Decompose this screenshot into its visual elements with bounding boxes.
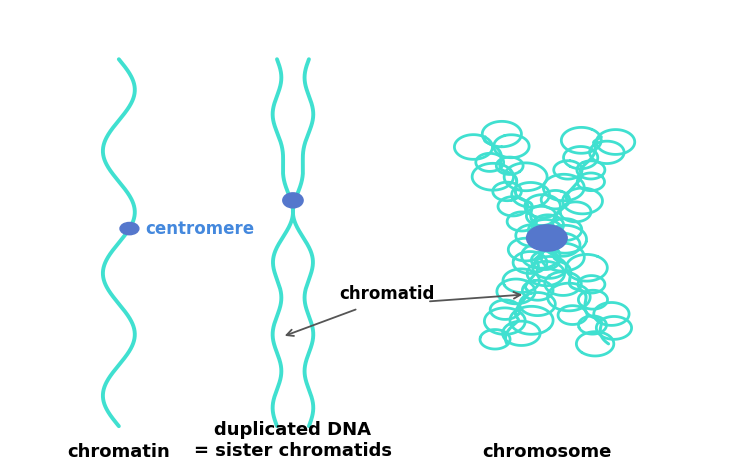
Circle shape <box>120 222 139 235</box>
Circle shape <box>526 225 567 251</box>
Text: chromatid: chromatid <box>340 286 435 304</box>
Text: chromosome: chromosome <box>482 443 612 461</box>
Text: duplicated DNA
= sister chromatids: duplicated DNA = sister chromatids <box>194 421 392 460</box>
Text: centromere: centromere <box>145 219 254 238</box>
Text: chromatin: chromatin <box>67 443 170 461</box>
Ellipse shape <box>283 193 303 208</box>
